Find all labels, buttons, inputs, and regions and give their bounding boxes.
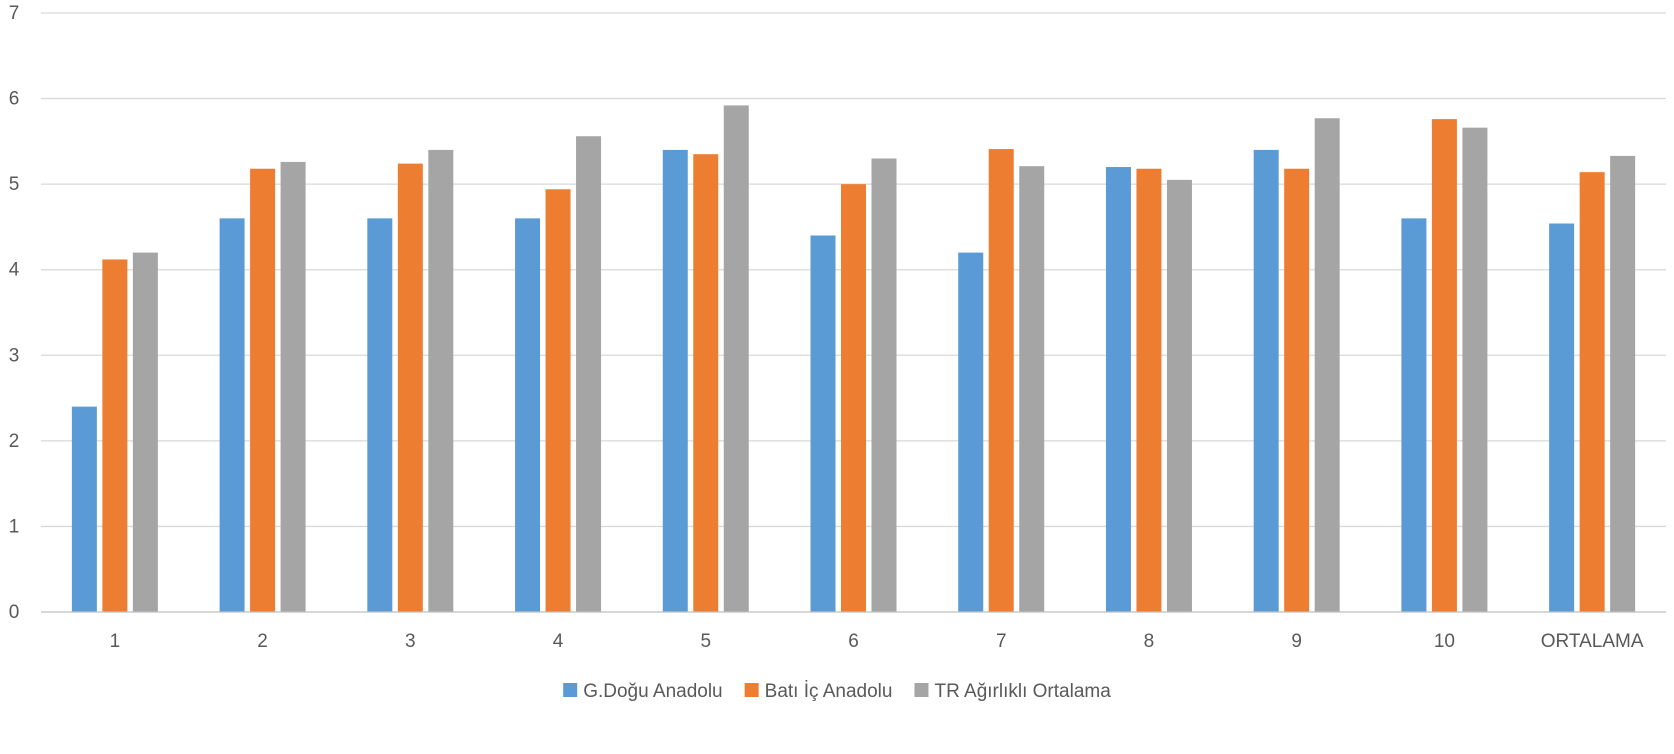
bar — [132, 252, 158, 612]
x-tick-label: 4 — [553, 631, 564, 652]
bar — [1136, 168, 1162, 613]
bar — [576, 136, 602, 613]
bar — [1579, 172, 1605, 613]
bar — [1284, 168, 1310, 613]
bar — [1401, 218, 1427, 612]
y-tick-label: 0 — [9, 602, 20, 623]
legend-swatch — [563, 683, 578, 697]
bar — [515, 218, 541, 612]
bar — [428, 149, 454, 612]
bar — [662, 149, 688, 612]
y-tick-label: 1 — [9, 516, 20, 537]
x-tick-label: 9 — [1291, 631, 1302, 652]
bars — [71, 105, 1636, 613]
legend: G.Doğu Anadolu Batı İç Anadolu TR Ağırlıkl… — [563, 681, 1111, 702]
x-axis-tick-labels: 1 2 3 4 5 6 7 8 9 10 ORTALAMA — [110, 631, 1644, 652]
x-tick-label: 8 — [1144, 631, 1155, 652]
bar — [1019, 166, 1045, 612]
bar — [871, 158, 897, 612]
legend-swatch — [914, 683, 929, 697]
y-tick-label: 3 — [9, 345, 20, 366]
bar — [280, 161, 306, 612]
bar — [1462, 127, 1488, 612]
bar — [545, 189, 571, 612]
bar — [367, 218, 393, 612]
bar — [219, 218, 245, 612]
bar — [1314, 118, 1340, 612]
bar — [810, 235, 836, 612]
x-tick-label: 7 — [996, 631, 1007, 652]
bar — [1431, 119, 1457, 612]
bar — [958, 252, 984, 612]
bar — [397, 163, 423, 612]
legend-swatch — [744, 683, 759, 697]
legend-label: TR Ağırlıklı Ortalama — [934, 681, 1111, 702]
x-tick-label: 10 — [1434, 631, 1455, 652]
y-tick-label: 4 — [9, 260, 20, 281]
x-tick-label: 2 — [257, 631, 268, 652]
bar — [1105, 167, 1131, 612]
y-tick-label: 7 — [9, 3, 20, 24]
x-tick-label: 6 — [848, 631, 859, 652]
legend-item: Batı İç Anadolu — [744, 681, 893, 702]
y-axis-tick-labels: 0 1 2 3 4 5 6 7 — [9, 3, 20, 623]
y-tick-label: 6 — [9, 89, 20, 110]
x-tick-label: 5 — [700, 631, 711, 652]
bar — [1549, 223, 1575, 612]
x-tick-label: ORTALAMA — [1541, 631, 1644, 652]
x-tick-label: 3 — [405, 631, 416, 652]
bar — [841, 184, 866, 612]
y-tick-label: 5 — [9, 174, 20, 195]
legend-label: G.Doğu Anadolu — [583, 681, 722, 702]
bar — [102, 259, 128, 612]
bar — [1610, 155, 1636, 612]
x-tick-label: 1 — [110, 631, 121, 652]
bar — [723, 105, 749, 612]
bar — [250, 168, 276, 613]
bar — [693, 154, 719, 612]
legend-label: Batı İç Anadolu — [765, 681, 893, 702]
y-tick-label: 2 — [9, 431, 20, 452]
bar — [1253, 149, 1279, 612]
legend-item: TR Ağırlıklı Ortalama — [914, 681, 1111, 702]
bar — [1166, 179, 1192, 612]
legend-item: G.Doğu Anadolu — [563, 681, 723, 702]
bar — [988, 149, 1014, 612]
bar — [71, 406, 97, 612]
